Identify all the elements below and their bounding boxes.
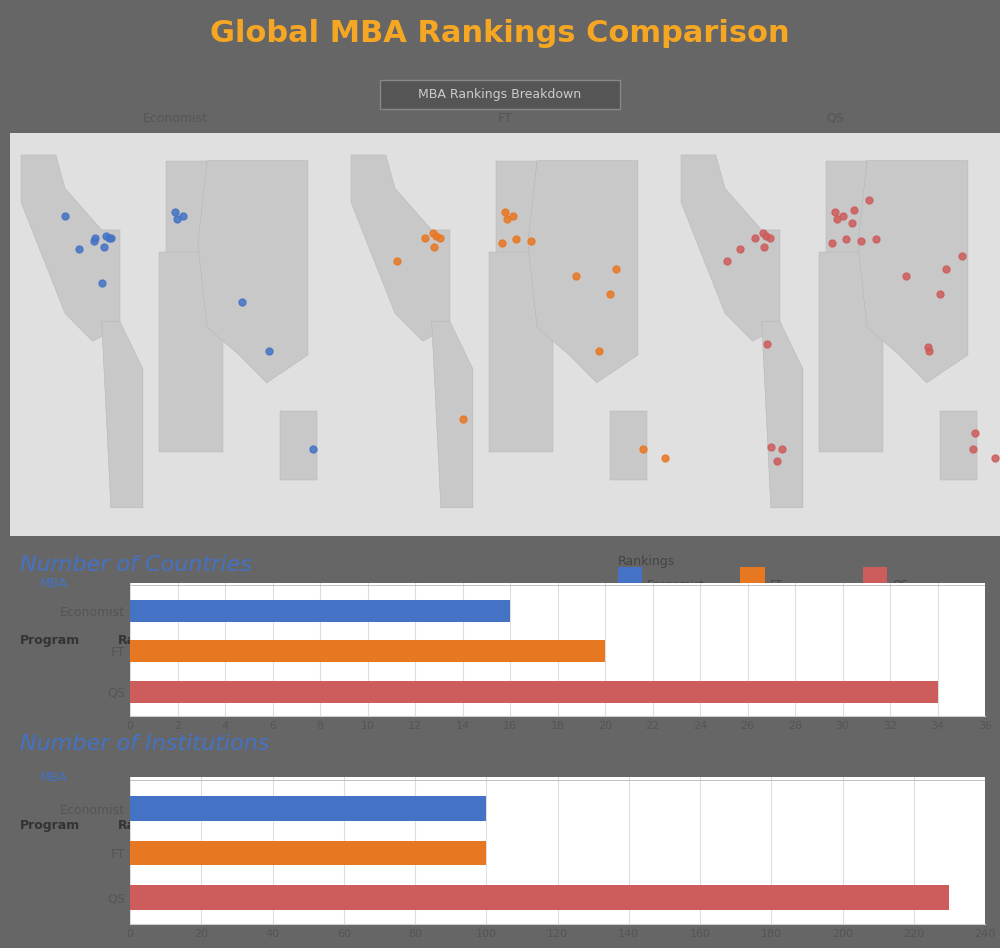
FancyBboxPatch shape (740, 567, 765, 604)
Text: Number of Countries: Number of Countries (20, 555, 252, 574)
Text: FT: FT (498, 112, 512, 125)
Polygon shape (102, 321, 143, 508)
Text: Global MBA Rankings Comparison: Global MBA Rankings Comparison (210, 20, 790, 48)
Text: MBA Rankings Breakdown: MBA Rankings Breakdown (418, 88, 582, 101)
Text: QS: QS (826, 112, 844, 125)
Polygon shape (158, 252, 223, 452)
Polygon shape (21, 155, 120, 341)
Text: Program: Program (20, 634, 80, 647)
Polygon shape (198, 160, 308, 383)
FancyBboxPatch shape (618, 567, 642, 604)
Polygon shape (280, 410, 317, 480)
Text: Economist: Economist (647, 580, 705, 591)
Bar (130, 640, 605, 663)
Polygon shape (818, 252, 883, 452)
FancyBboxPatch shape (380, 80, 620, 109)
Bar (130, 796, 486, 821)
Text: Number of Institutions: Number of Institutions (20, 734, 269, 754)
Text: QS: QS (892, 580, 908, 591)
Text: Economist: Economist (143, 112, 208, 125)
Polygon shape (528, 160, 638, 383)
Text: Rankings: Rankings (618, 555, 675, 568)
Text: MBA: MBA (40, 576, 68, 590)
Polygon shape (762, 321, 803, 508)
Text: PinPoints - Geographical Coverage: PinPoints - Geographical Coverage (344, 161, 656, 179)
FancyBboxPatch shape (863, 567, 887, 604)
Polygon shape (610, 410, 647, 480)
Bar (130, 885, 949, 910)
Text: Rankings: Rankings (471, 206, 529, 218)
Text: Program: Program (20, 819, 80, 832)
Polygon shape (826, 160, 867, 258)
Polygon shape (940, 410, 977, 480)
Polygon shape (681, 155, 780, 341)
Bar (130, 681, 938, 702)
Polygon shape (496, 160, 537, 258)
Polygon shape (432, 321, 473, 508)
Text: MBA: MBA (40, 771, 68, 784)
Text: FT: FT (770, 580, 782, 591)
Polygon shape (351, 155, 450, 341)
Text: Rankings: Rankings (118, 819, 182, 832)
Bar (130, 600, 510, 622)
Bar (130, 841, 486, 866)
Polygon shape (166, 160, 207, 258)
Text: Rankings: Rankings (118, 634, 182, 647)
Polygon shape (488, 252, 553, 452)
Polygon shape (858, 160, 968, 383)
